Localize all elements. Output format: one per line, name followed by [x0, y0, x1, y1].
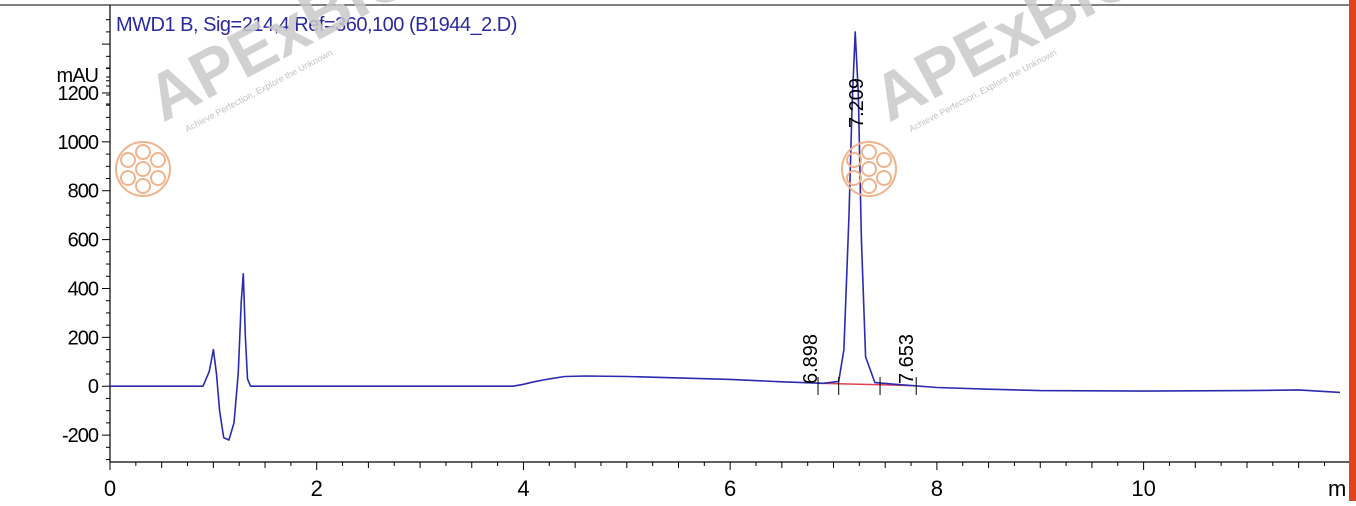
peak-label: 7.653 [896, 334, 918, 384]
y-tick-label: 1200 [58, 83, 99, 105]
x-tick-label: 4 [517, 476, 529, 501]
y-tick-label: 0 [88, 376, 99, 398]
chart-title: MWD1 B, Sig=214,4 Ref=360,100 (B1944_2.D… [116, 14, 517, 36]
x-tick-label: 8 [931, 476, 943, 501]
x-tick-label: 6 [724, 476, 736, 501]
apexbio-logo-icon [841, 141, 897, 197]
baseline-segment [818, 382, 881, 386]
y-tick-label: 200 [68, 327, 99, 349]
x-tick-label: 2 [311, 476, 323, 501]
x-tick-label: 0 [104, 476, 116, 501]
apexbio-logo-icon [115, 141, 171, 197]
x-axis-label-partial: m [1328, 476, 1346, 501]
x-tick-label: 10 [1131, 476, 1155, 501]
peak-label: 6.898 [800, 334, 822, 384]
y-tick-label: 1000 [58, 132, 99, 154]
y-tick-label: 600 [68, 230, 99, 252]
y-tick-label: 400 [68, 278, 99, 300]
right-border-bar [1349, 0, 1356, 501]
y-tick-label: -200 [62, 425, 99, 447]
y-tick-label: 800 [68, 181, 99, 203]
chromatogram-trace [110, 31, 1341, 441]
y-axis-label: mAU [57, 65, 98, 87]
peak-label: 7.209 [846, 78, 868, 128]
